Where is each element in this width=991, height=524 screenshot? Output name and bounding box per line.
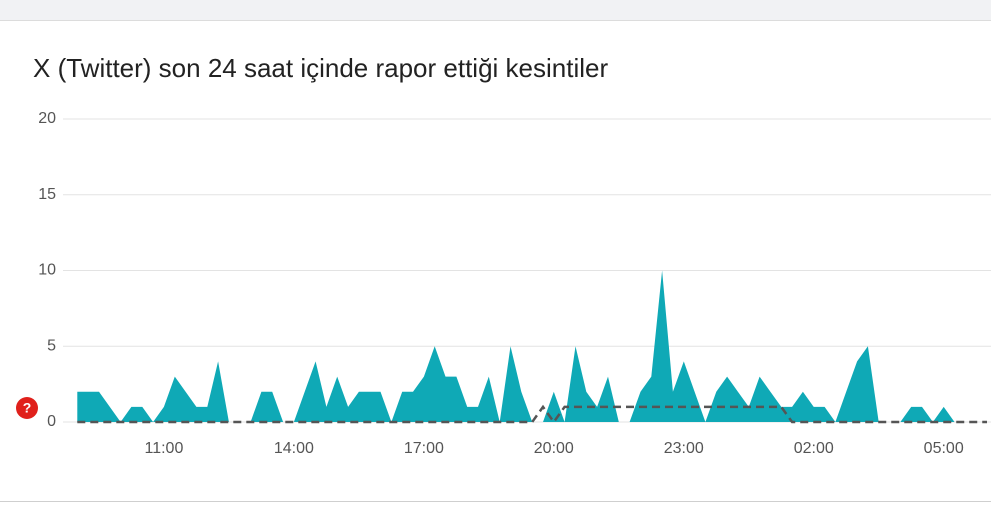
chart-title: X (Twitter) son 24 saat içinde rapor ett… xyxy=(33,53,608,83)
y-tick-label: 0 xyxy=(47,413,56,430)
x-tick-label: 11:00 xyxy=(145,440,184,457)
y-tick-label: 20 xyxy=(38,110,56,127)
y-tick-label: 5 xyxy=(47,337,56,354)
x-tick-label: 14:00 xyxy=(274,440,314,457)
x-tick-label: 23:00 xyxy=(664,440,704,457)
x-tick-label: 20:00 xyxy=(534,440,574,457)
x-tick-label: 02:00 xyxy=(794,440,834,457)
svg-text:?: ? xyxy=(23,400,32,416)
x-tick-label: 17:00 xyxy=(404,440,444,457)
reports-area xyxy=(77,270,988,422)
help-icon[interactable]: ? xyxy=(16,397,38,419)
top-bar xyxy=(0,0,991,20)
y-tick-label: 10 xyxy=(38,262,56,279)
y-tick-label: 15 xyxy=(38,186,56,203)
x-tick-label: 05:00 xyxy=(924,440,964,457)
